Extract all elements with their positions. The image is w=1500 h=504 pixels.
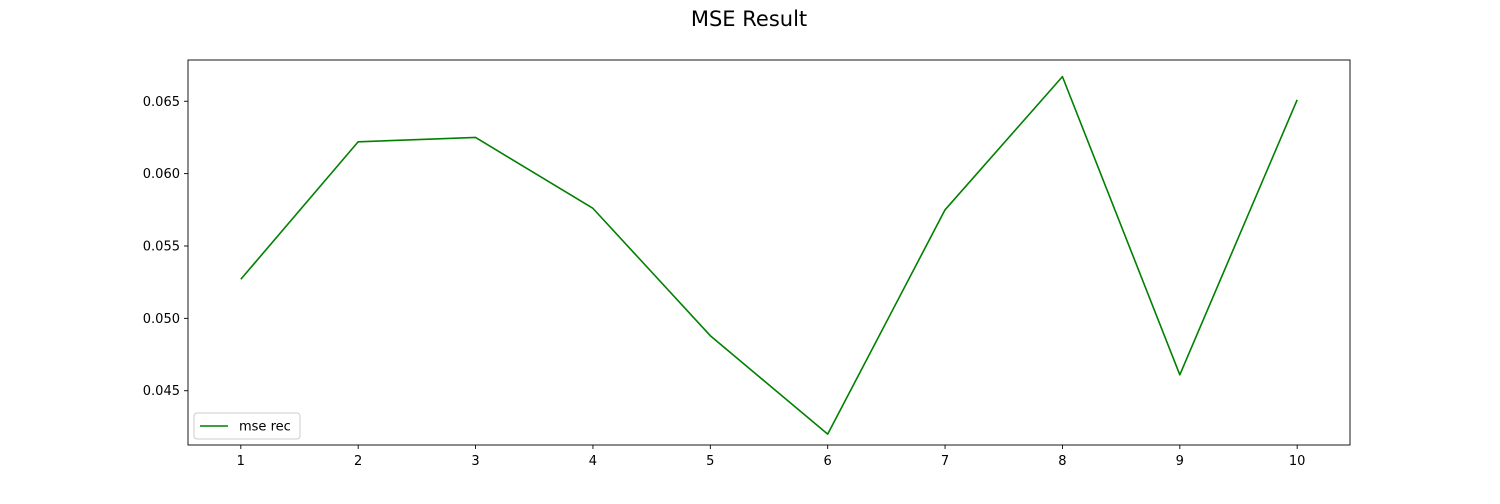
x-tick-label: 1 [237, 454, 245, 469]
legend-label: mse rec [239, 420, 291, 435]
x-tick-label: 8 [1058, 454, 1066, 469]
y-tick-label: 0.045 [143, 384, 180, 399]
x-tick-label: 6 [824, 454, 832, 469]
x-tick-label: 3 [471, 454, 479, 469]
legend: mse rec [193, 412, 301, 440]
x-tick-label: 4 [589, 454, 597, 469]
y-tick-label: 0.065 [143, 95, 180, 110]
y-tick-label: 0.050 [143, 312, 180, 327]
x-tick-label: 9 [1176, 454, 1184, 469]
plot-area [240, 75, 1298, 435]
x-tick-label: 10 [1289, 454, 1306, 469]
legend-box [193, 412, 301, 440]
y-tick-label: 0.060 [143, 167, 180, 182]
series-line-0 [240, 75, 1298, 435]
x-tick-label: 7 [941, 454, 949, 469]
x-tick-label: 2 [354, 454, 362, 469]
y-tick-label: 0.055 [143, 239, 180, 254]
axes: 1 2 3 4 5 6 7 8 9 10 0.045 0.050 0.055 0.060 0.065 [143, 59, 1351, 469]
x-tick-label: 5 [706, 454, 714, 469]
plot-frame [187, 59, 1351, 446]
chart-title: MSE Result [691, 7, 807, 31]
